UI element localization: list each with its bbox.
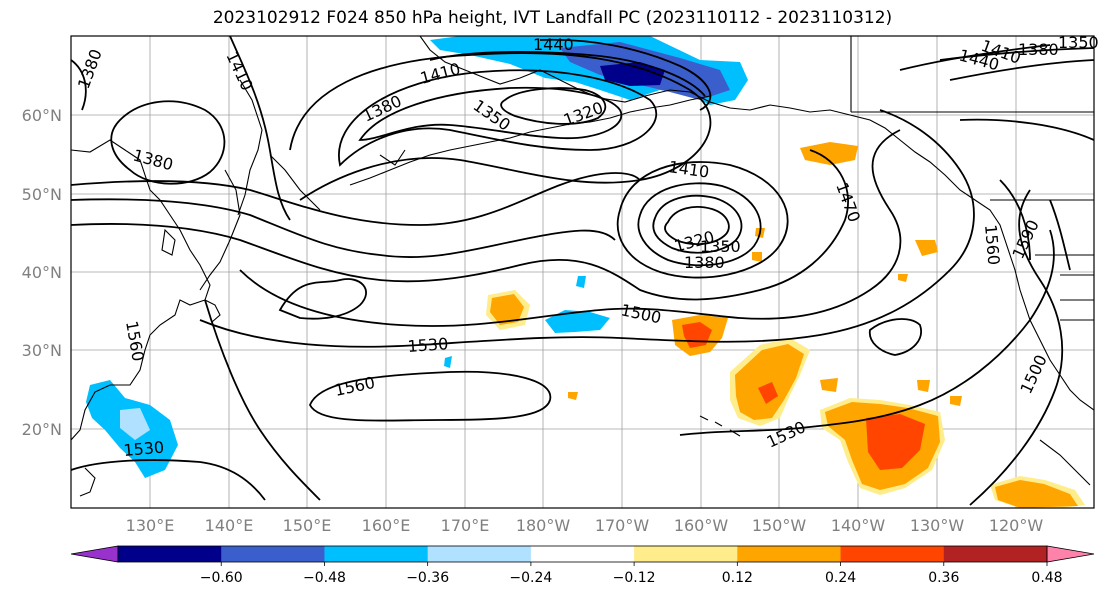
- lat-label-30n: 30°N: [22, 341, 62, 360]
- colorbar-tick-label: −0.12: [613, 570, 656, 586]
- coastlines: [71, 36, 1094, 497]
- colorbar-tick-label: 0.12: [722, 570, 753, 586]
- lon-label: 150°W: [752, 516, 807, 535]
- map-frame: [70, 35, 1095, 509]
- colorbar-tick-label: −0.60: [200, 570, 243, 586]
- colorbar-extend-high: [1046, 545, 1095, 563]
- gridlines: [71, 36, 1094, 508]
- colorbar-swatch: [221, 546, 325, 562]
- lon-label: 180°W: [516, 516, 571, 535]
- lon-label: 140°E: [205, 516, 254, 535]
- lon-label: 160°W: [674, 516, 729, 535]
- contour-label: 1350: [700, 237, 741, 256]
- ivt-positive-shading: [486, 142, 1085, 508]
- colorbar: −0.60 −0.48 −0.36 −0.24 −0.12 0.12 0.24 0.36 0.4…: [70, 545, 1095, 586]
- height-contours: [71, 36, 1094, 506]
- colorbar-tick-label: 0.36: [928, 570, 959, 586]
- colorbar-swatch: [530, 546, 635, 562]
- lon-label: 140°W: [831, 516, 886, 535]
- contour-label: 1380: [1018, 40, 1059, 59]
- colorbar-swatch: [324, 546, 429, 562]
- contour-label: 1380: [684, 253, 725, 272]
- colorbar-swatch: [943, 546, 1048, 562]
- contour-label: 1530: [123, 438, 165, 460]
- map-title: 2023102912 F024 850 hPa height, IVT Land…: [212, 8, 893, 28]
- lat-label-40n: 40°N: [22, 263, 62, 282]
- lon-label: 170°W: [595, 516, 650, 535]
- lon-label: 160°E: [362, 516, 411, 535]
- lon-label: 120°W: [989, 516, 1044, 535]
- colorbar-swatch: [427, 546, 532, 562]
- colorbar-extend-low: [70, 545, 119, 563]
- colorbar-frame: [117, 545, 1048, 563]
- colorbar-tick-label: −0.48: [303, 570, 346, 586]
- lon-label: 130°W: [910, 516, 965, 535]
- colorbar-swatch: [634, 546, 738, 562]
- colorbar-tick-label: 0.48: [1031, 570, 1062, 586]
- longitude-labels: 130°E 140°E 150°E 160°E 170°E 180°W 170°…: [126, 516, 1044, 535]
- contour-label: 1440: [533, 35, 574, 54]
- lon-label: 150°E: [283, 516, 332, 535]
- contour-label: 1560: [981, 224, 1003, 266]
- lat-label-60n: 60°N: [22, 106, 62, 125]
- colorbar-swatch: [840, 546, 945, 562]
- latitude-labels: 60°N 50°N 40°N 30°N 20°N: [22, 106, 62, 439]
- colorbar-tick-label: 0.24: [825, 570, 856, 586]
- colorbar-swatch: [737, 546, 842, 562]
- colorbar-swatch: [118, 546, 222, 562]
- colorbar-tick-label: −0.24: [509, 570, 552, 586]
- lon-label: 130°E: [126, 516, 175, 535]
- contour-label: 1530: [407, 334, 449, 356]
- contour-label: 1350: [1058, 33, 1099, 52]
- lat-label-50n: 50°N: [22, 185, 62, 204]
- colorbar-tick-label: −0.36: [406, 570, 449, 586]
- lon-label: 170°E: [441, 516, 490, 535]
- lat-label-20n: 20°N: [22, 420, 62, 439]
